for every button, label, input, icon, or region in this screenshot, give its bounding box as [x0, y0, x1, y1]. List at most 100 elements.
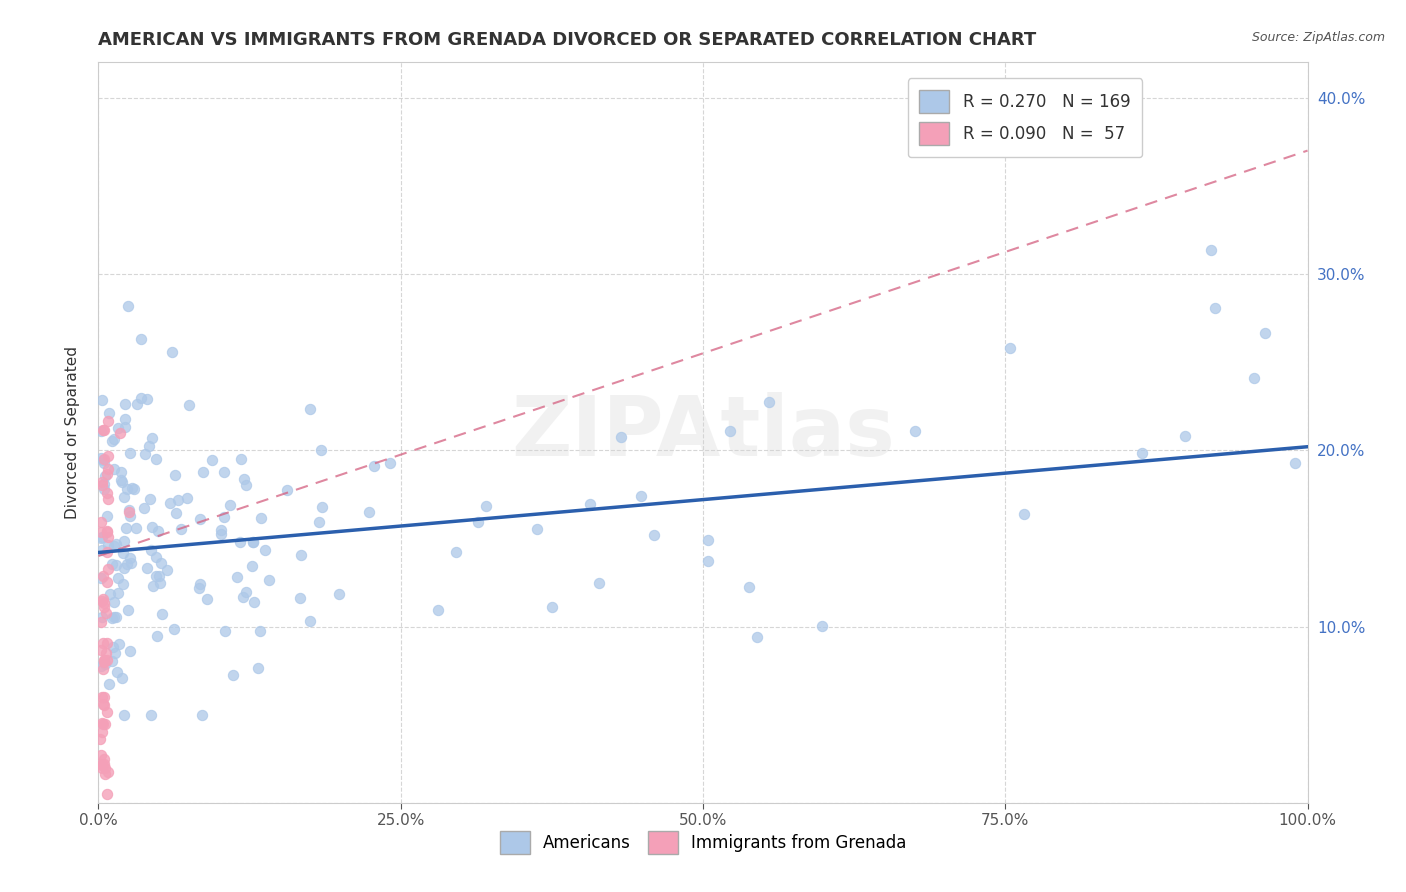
Point — [91, 475, 114, 489]
Legend: Americans, Immigrants from Grenada: Americans, Immigrants from Grenada — [494, 824, 912, 861]
Point — [118, 446, 141, 460]
Point — [141, 707, 163, 722]
Point — [188, 576, 211, 591]
Point — [718, 424, 741, 438]
Point — [93, 424, 115, 438]
Point — [159, 495, 181, 509]
Point — [90, 758, 112, 772]
Point — [139, 491, 162, 506]
Point — [105, 609, 128, 624]
Point — [104, 537, 127, 551]
Point — [249, 624, 271, 639]
Point — [112, 561, 135, 575]
Point — [170, 522, 193, 536]
Point — [93, 456, 115, 470]
Point — [139, 542, 162, 557]
Point — [90, 659, 112, 673]
Point — [118, 505, 141, 519]
Point — [112, 490, 135, 504]
Point — [93, 482, 115, 496]
Point — [110, 473, 132, 487]
Point — [214, 465, 236, 479]
Point — [112, 707, 135, 722]
Point — [257, 574, 280, 588]
Point — [93, 476, 115, 491]
Point — [149, 556, 172, 570]
Point — [100, 611, 122, 625]
Point — [235, 585, 257, 599]
Point — [118, 502, 141, 516]
Point — [111, 546, 134, 560]
Point — [136, 392, 159, 406]
Point — [91, 636, 114, 650]
Point — [93, 698, 115, 713]
Point — [696, 533, 718, 548]
Point — [118, 508, 141, 523]
Point — [630, 489, 652, 503]
Point — [187, 582, 209, 596]
Point — [90, 542, 112, 557]
Point — [134, 447, 156, 461]
Point — [90, 610, 112, 624]
Point — [105, 558, 128, 572]
Point — [191, 707, 214, 722]
Point — [290, 548, 312, 562]
Point — [94, 767, 117, 781]
Point — [98, 587, 121, 601]
Point — [232, 591, 254, 605]
Point — [141, 431, 163, 445]
Point — [90, 450, 112, 465]
Point — [242, 534, 264, 549]
Point — [97, 449, 120, 463]
Point — [93, 600, 115, 615]
Text: ZIPAtlas: ZIPAtlas — [510, 392, 896, 473]
Point — [90, 747, 112, 762]
Point — [91, 452, 114, 467]
Point — [610, 430, 633, 444]
Point — [129, 392, 152, 406]
Point — [97, 491, 120, 506]
Point — [163, 622, 186, 636]
Point — [1243, 371, 1265, 385]
Point — [94, 761, 117, 775]
Point — [214, 510, 236, 524]
Point — [97, 461, 120, 475]
Point — [249, 510, 271, 524]
Point — [91, 569, 114, 583]
Y-axis label: Divorced or Separated: Divorced or Separated — [65, 346, 80, 519]
Point — [129, 332, 152, 346]
Point — [97, 530, 120, 544]
Point — [904, 424, 927, 438]
Point — [90, 642, 112, 657]
Point — [111, 577, 134, 591]
Point — [90, 571, 112, 585]
Point — [91, 423, 114, 437]
Point — [103, 539, 125, 553]
Point — [97, 764, 120, 779]
Point — [115, 482, 138, 496]
Point — [242, 535, 264, 549]
Point — [191, 466, 214, 480]
Point — [103, 433, 125, 447]
Point — [93, 468, 115, 483]
Point — [311, 500, 333, 514]
Point — [94, 716, 117, 731]
Point — [738, 580, 761, 594]
Point — [107, 421, 129, 435]
Point — [90, 393, 112, 408]
Point — [120, 556, 142, 570]
Point — [225, 569, 247, 583]
Point — [378, 456, 401, 470]
Point — [188, 512, 211, 526]
Point — [101, 640, 124, 654]
Point — [1174, 429, 1197, 443]
Point — [96, 467, 118, 481]
Point — [540, 600, 562, 615]
Point — [91, 725, 114, 739]
Point — [146, 524, 169, 538]
Point — [118, 644, 141, 658]
Point — [160, 344, 183, 359]
Point — [90, 525, 112, 540]
Point — [240, 558, 263, 573]
Point — [96, 508, 118, 523]
